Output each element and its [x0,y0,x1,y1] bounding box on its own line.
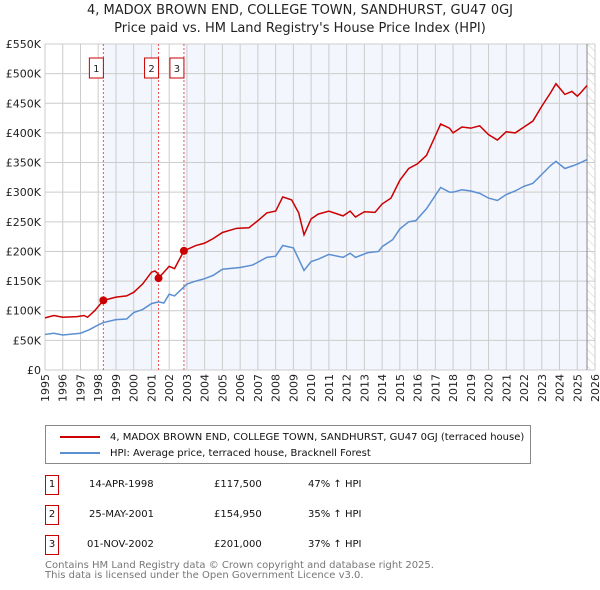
sale-marker-box [169,57,185,79]
y-tick-label: £400K [6,127,42,140]
x-tick-label: 2009 [287,374,300,402]
x-tick-label: 2021 [500,374,513,402]
x-tick-label: 2020 [483,374,496,402]
x-tick-label: 2012 [341,374,354,402]
x-tick-label: 2024 [554,374,567,402]
legend-swatch-red [60,436,100,438]
legend-label: HPI: Average price, terraced house, Brac… [110,447,371,459]
sale-hpi: 47% ↑ HPI [308,479,362,490]
sale-point [154,274,163,283]
x-tick-label: 2023 [536,374,549,402]
legend-swatch-blue [60,452,100,454]
x-tick-label: 2025 [571,374,584,402]
x-tick-label: 2014 [376,374,389,402]
footer: Contains HM Land Registry data © Crown c… [45,561,434,581]
sale-date: 01-NOV-2002 [87,539,154,550]
footer-line-1: Contains HM Land Registry data © Crown c… [45,560,434,571]
x-tick-label: 2005 [216,374,229,402]
x-tick-label: 2000 [128,374,141,402]
footer-line-2: This data is licensed under the Open Gov… [45,570,364,581]
sale-hpi: 35% ↑ HPI [308,509,362,520]
x-tick-label: 2018 [447,374,460,402]
x-tick-label: 2002 [163,374,176,402]
chart-title: 4, MADOX BROWN END, COLLEGE TOWN, SANDHU… [0,2,600,38]
x-tick-label: 1998 [92,374,105,402]
y-tick-label: £50K [13,334,42,347]
table-row: 1 14-APR-1998 £117,500 47% ↑ HPI [45,475,545,495]
sale-hpi: 37% ↑ HPI [308,539,362,550]
x-tick-label: 2013 [358,374,371,402]
y-tick-label: £500K [6,68,42,81]
sale-price: £154,950 [214,509,262,520]
property-price-line [44,82,588,319]
x-tick-label: 2019 [465,374,478,402]
sale-price: £201,000 [214,539,262,550]
x-tick-label: 1995 [39,374,52,402]
legend: 4, MADOX BROWN END, COLLEGE TOWN, SANDHU… [45,425,531,464]
x-tick-label: 2003 [181,374,194,402]
legend-item-property: 4, MADOX BROWN END, COLLEGE TOWN, SANDHU… [60,430,524,444]
legend-item-hpi: HPI: Average price, terraced house, Brac… [60,446,371,460]
price-chart: 1995 1996 1997 1998 1999 2000 2001 2002 2003 2004… [6,38,600,402]
sale-marker-label: 3 [174,64,180,75]
y-tick-label: £200K [6,245,42,258]
legend-label: 4, MADOX BROWN END, COLLEGE TOWN, SANDHU… [110,431,525,443]
x-tick-label: 2022 [518,374,531,402]
sale-marker: 3 [45,535,59,555]
sale-marker-label: 2 [148,64,154,75]
sale-date: 14-APR-1998 [89,479,154,490]
x-tick-label: 2015 [394,374,407,402]
sale-marker-box [144,57,160,79]
x-tick-label: 2007 [252,374,265,402]
y-tick-label: £300K [6,186,42,199]
x-tick-label: 2026 [589,374,600,402]
table-row: 2 25-MAY-2001 £154,950 35% ↑ HPI [45,505,545,525]
y-tick-label: £550K [6,38,42,51]
y-tick-label: £150K [6,275,42,288]
sale-date: 25-MAY-2001 [89,509,155,520]
y-tick-label: £250K [6,216,42,229]
hpi-line [44,158,588,336]
x-tick-label: 1996 [57,374,70,402]
sale-marker-box [88,57,104,79]
sale-marker-label: 1 [93,64,99,75]
x-tick-label: 2017 [429,374,442,402]
x-tick-label: 2006 [234,374,247,402]
x-tick-label: 2004 [199,374,212,402]
x-tick-label: 2008 [270,374,283,402]
future-hatch [587,44,595,370]
title-line-1: 4, MADOX BROWN END, COLLEGE TOWN, SANDHU… [87,3,513,18]
title-line-2: Price paid vs. HM Land Registry's House … [114,21,486,36]
x-tick-label: 2001 [145,374,158,402]
sale-price: £117,500 [214,479,262,490]
sale-marker: 2 [45,505,59,525]
x-tick-label: 2010 [305,374,318,402]
x-tick-label: 2016 [412,374,425,402]
table-row: 3 01-NOV-2002 £201,000 37% ↑ HPI [45,535,545,555]
ownership-band [183,44,588,370]
x-tick-label: 2011 [323,374,336,402]
x-tick-label: 1997 [74,374,87,402]
sale-marker: 1 [45,475,59,495]
sale-point [99,296,108,305]
y-tick-label: £450K [6,97,42,110]
y-tick-label: £350K [6,157,42,170]
y-tick-label: £100K [6,305,42,318]
sale-point [179,246,188,255]
x-tick-label: 1999 [110,374,123,402]
y-tick-label: £0 [27,364,41,377]
